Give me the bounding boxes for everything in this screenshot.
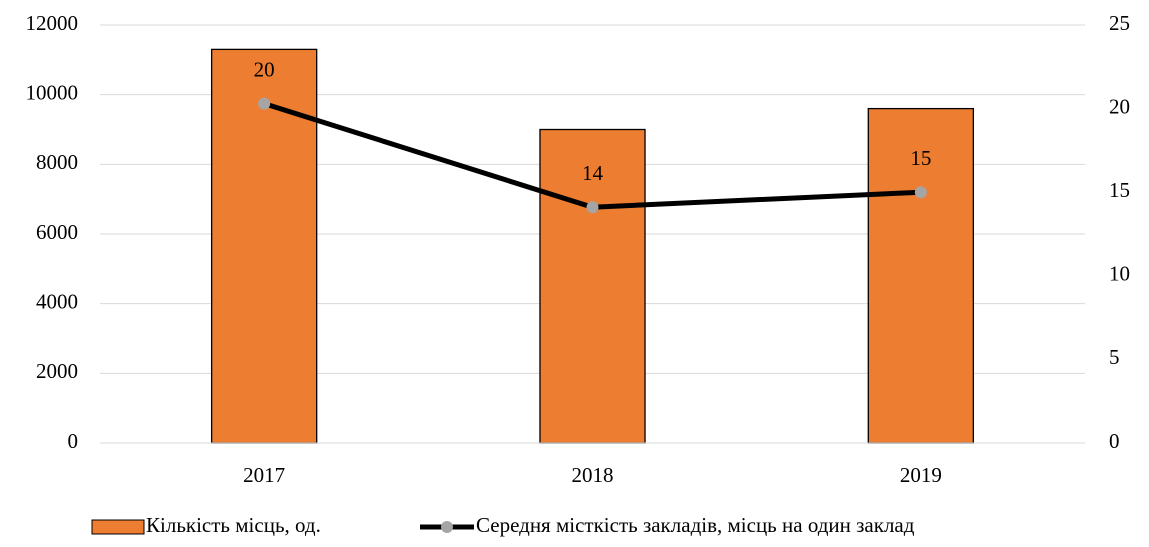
x-tick-label: 2018 bbox=[572, 463, 614, 487]
y-tick-label: 8000 bbox=[36, 150, 78, 174]
legend-label: Кількість місць, од. bbox=[146, 513, 321, 537]
legend-swatch bbox=[91, 519, 145, 535]
y2-tick-label: 20 bbox=[1109, 94, 1130, 118]
y-tick-label: 10000 bbox=[26, 80, 79, 104]
y2-tick-label: 25 bbox=[1109, 11, 1130, 35]
legend-marker bbox=[441, 521, 453, 533]
y2-tick-label: 5 bbox=[1109, 345, 1120, 369]
x-tick-label: 2017 bbox=[243, 463, 285, 487]
data-label: 15 bbox=[910, 146, 931, 170]
y-tick-label: 4000 bbox=[36, 289, 78, 313]
legend-label: Середня місткість закладів, місць на оди… bbox=[476, 513, 915, 537]
data-label: 20 bbox=[254, 57, 275, 81]
y-tick-label: 0 bbox=[68, 429, 79, 453]
bar bbox=[539, 128, 646, 444]
marker bbox=[258, 97, 271, 110]
y2-tick-label: 0 bbox=[1109, 429, 1120, 453]
x-tick-label: 2019 bbox=[900, 463, 942, 487]
y-tick-label: 6000 bbox=[36, 220, 78, 244]
y2-tick-label: 15 bbox=[1109, 178, 1130, 202]
data-label: 14 bbox=[582, 161, 604, 185]
marker bbox=[586, 201, 599, 214]
y-tick-label: 12000 bbox=[26, 11, 79, 35]
marker bbox=[914, 186, 927, 199]
y-tick-label: 2000 bbox=[36, 359, 78, 383]
bar bbox=[867, 107, 975, 444]
y2-tick-label: 10 bbox=[1109, 262, 1130, 286]
